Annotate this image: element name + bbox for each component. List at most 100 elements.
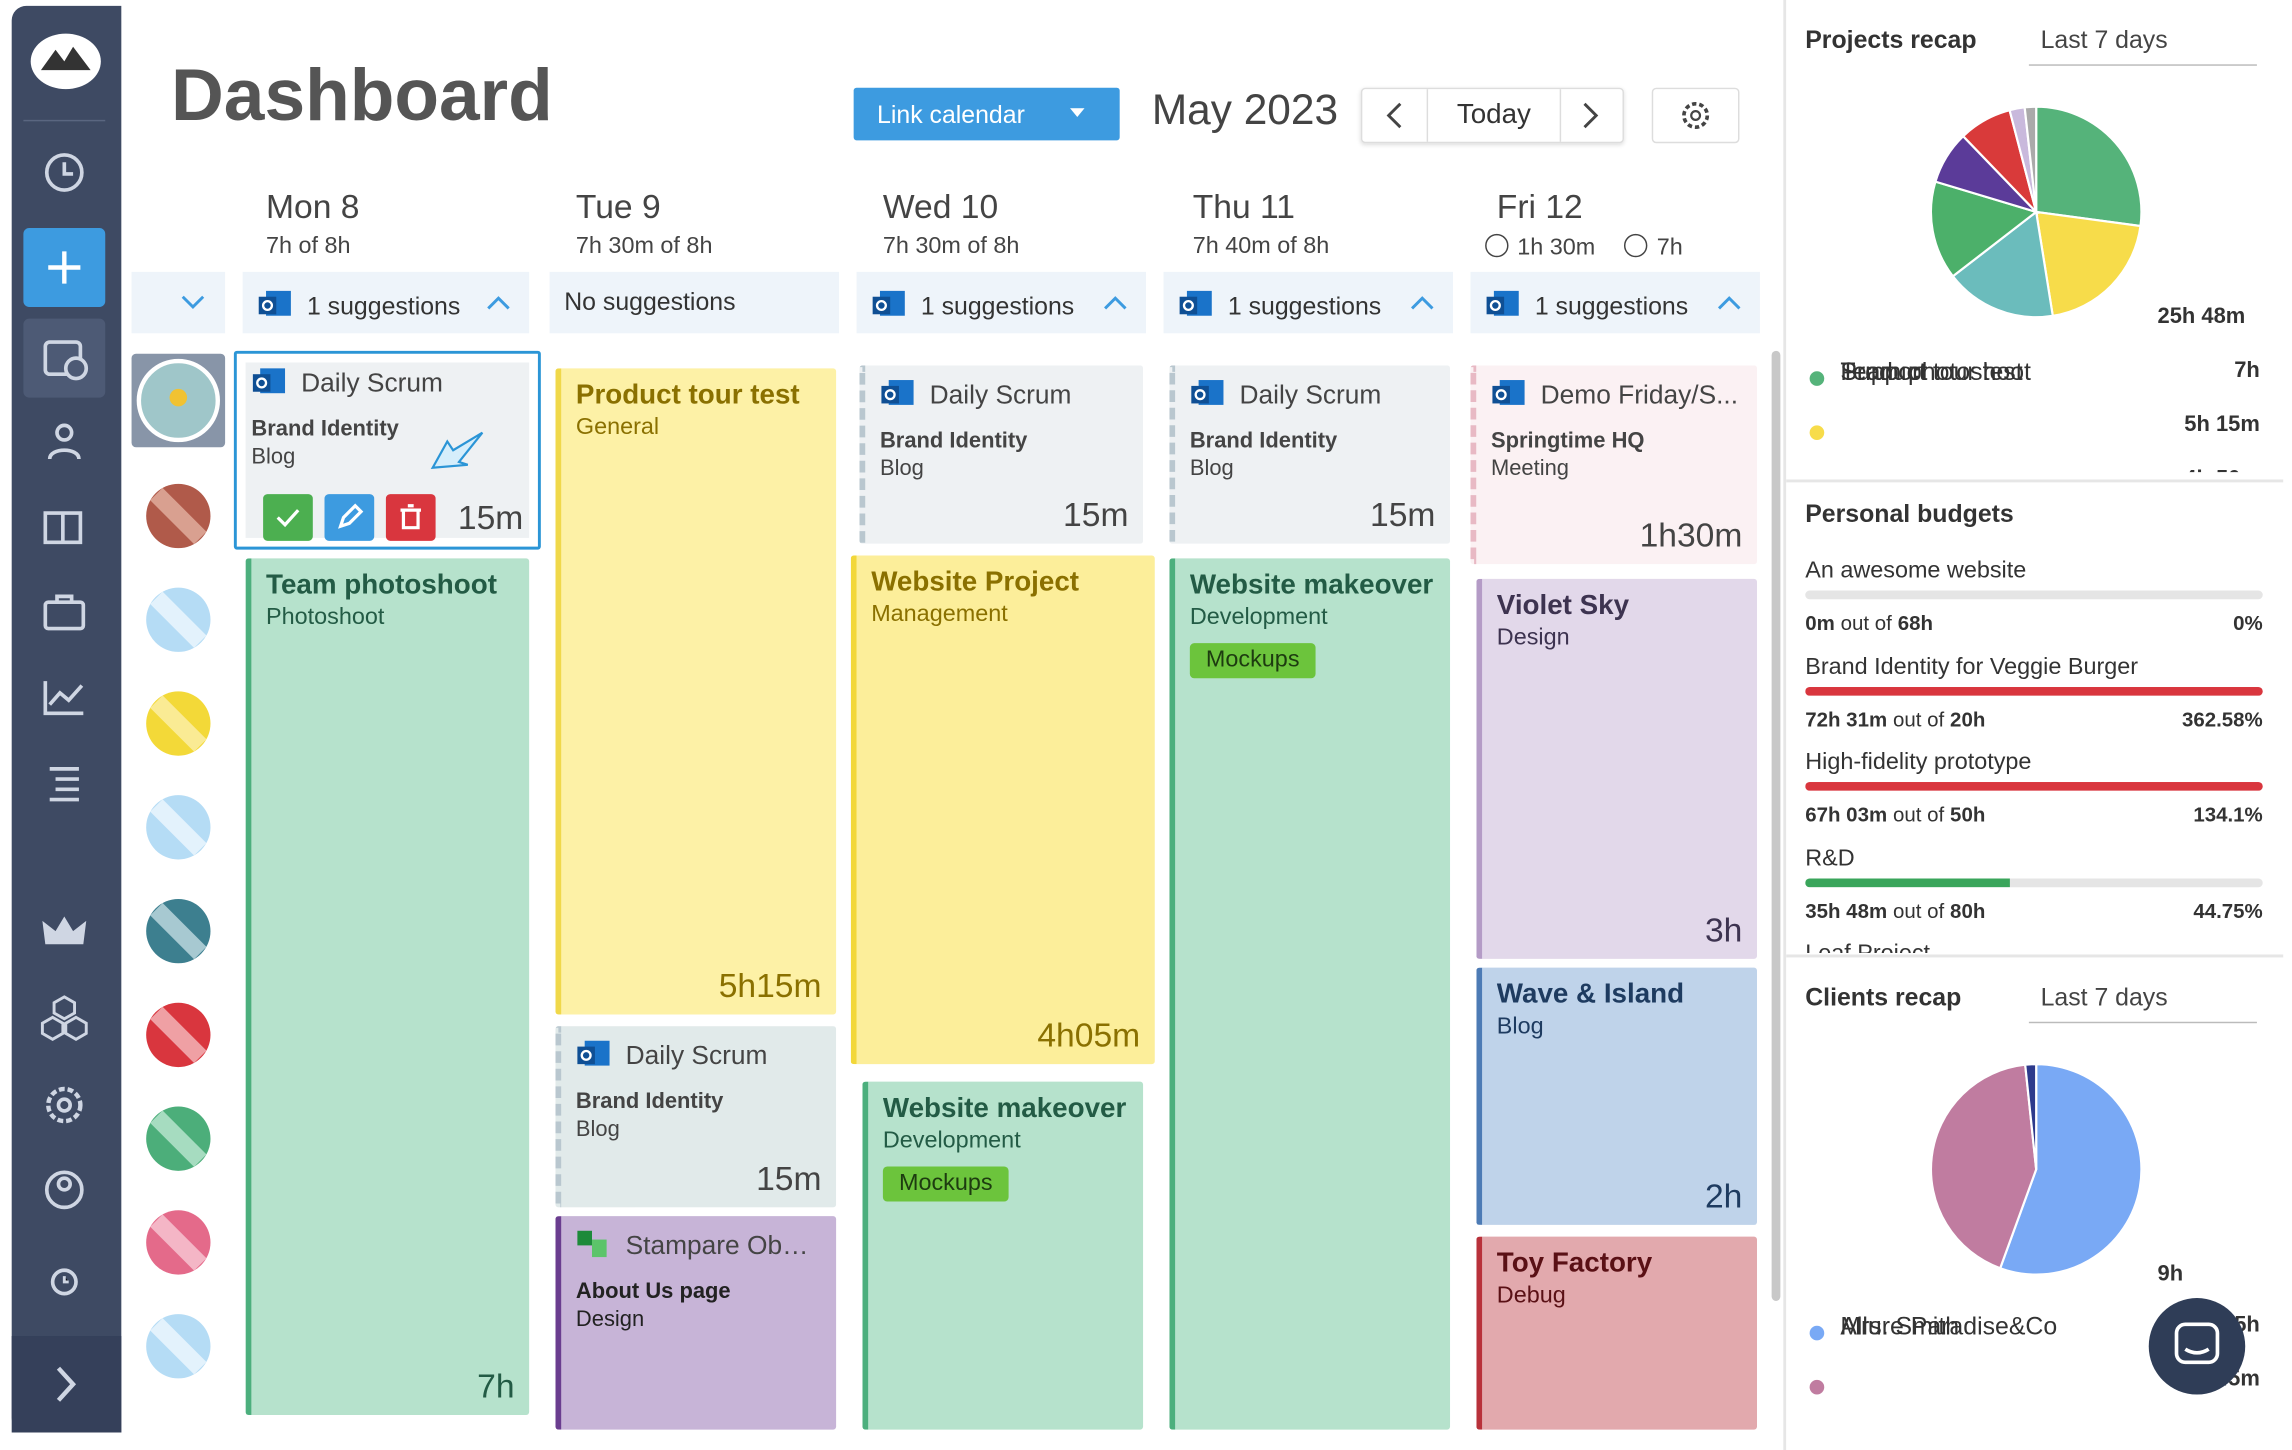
budget-name: Brand Identity for Veggie Burger	[1805, 654, 2139, 679]
event-card[interactable]: Wave & Island Blog 2h	[1476, 967, 1757, 1225]
section-title: Projects recap	[1805, 26, 1977, 55]
chevron	[1717, 296, 1741, 310]
icon-o	[1179, 296, 1198, 315]
suggestions-label: 1 suggestions	[920, 292, 1075, 321]
history-icon[interactable]	[23, 1242, 105, 1321]
expand-button[interactable]	[12, 1336, 122, 1432]
budget-used: 0m	[1805, 611, 1835, 635]
event-card[interactable]: Demo Friday/S... Springtime HQ Meeting 1h30…	[1470, 365, 1757, 565]
color-stripe	[150, 1318, 207, 1375]
team-icon[interactable]	[23, 403, 105, 482]
chevron	[1410, 296, 1434, 310]
done-icon	[1624, 233, 1648, 258]
event-card[interactable]: Violet Sky Design 3h	[1476, 578, 1757, 959]
today-button[interactable]: Today	[1426, 89, 1562, 142]
outlook-icon	[252, 368, 286, 394]
suggestions[interactable]: 1 suggestions	[1163, 271, 1453, 334]
pie-slice	[2034, 210, 2142, 318]
legend-name: Support	[1840, 358, 1928, 386]
event-card[interactable]: Website makeover Development Mockups	[862, 1081, 1144, 1430]
icon-o	[881, 385, 899, 404]
event-card[interactable]: Team photoshoot Photoshoot 7h	[245, 558, 530, 1415]
event-card[interactable]: Product tour test General 5h15m	[555, 368, 837, 1015]
budget-total: 68h	[1897, 611, 1933, 635]
event-card[interactable]: Website makeover Development Mockups	[1169, 558, 1451, 1430]
event-title-text: Demo Friday/S...	[1540, 380, 1739, 410]
suggestions[interactable]: 1 suggestions	[242, 271, 530, 334]
event-subtitle: Springtime HQ	[1490, 428, 1645, 454]
event-duration: 4h05m	[1037, 1015, 1141, 1054]
suggestions[interactable]: No suggestions	[549, 271, 840, 334]
list-icon[interactable]	[23, 743, 105, 822]
edit-button[interactable]	[324, 494, 375, 541]
budget-percent: 134.1%	[2193, 802, 2263, 826]
delete-button[interactable]	[385, 494, 436, 541]
suggestions-toggle	[1717, 296, 1741, 310]
calendar-settings[interactable]	[1651, 87, 1740, 144]
event-subtitle: Debug	[1496, 1283, 1566, 1309]
event-card[interactable]: Website Project Management 4h05m	[850, 555, 1155, 1065]
prev-button[interactable]	[1362, 89, 1426, 142]
outlook-icon	[1486, 290, 1519, 316]
icon-o	[1489, 299, 1501, 312]
event-card[interactable]: Daily Scrum Brand Identity Blog 15m	[859, 365, 1144, 544]
event-card[interactable]: Daily Scrum Brand Identity Blog 15m	[233, 350, 541, 550]
event-card[interactable]: Daily Scrum Brand Identity Blog 15m	[555, 1026, 837, 1208]
suggestions-label: 1 suggestions	[1227, 292, 1382, 321]
day-name: Thu 11	[1192, 187, 1295, 226]
budget-total: 20h	[1950, 706, 1986, 731]
icon-o	[252, 374, 271, 392]
suggestions-toggle	[487, 296, 510, 310]
event-title: Website Project	[871, 567, 1140, 599]
tracked-icon	[1485, 233, 1509, 258]
add-button[interactable]	[23, 228, 106, 307]
apps-icon[interactable]	[23, 976, 105, 1055]
event-title: Stampare Obbi...	[576, 1228, 821, 1262]
color-stripe	[150, 1006, 207, 1064]
confirm-button[interactable]	[263, 494, 313, 541]
briefcase-icon[interactable]	[23, 573, 105, 652]
reports-icon[interactable]	[23, 658, 105, 737]
event-title-text: Daily Scrum	[929, 380, 1072, 410]
outlook-icon	[881, 380, 914, 405]
event-title-text: Violet Sky	[1496, 590, 1630, 622]
crown-icon[interactable]	[23, 892, 105, 971]
outlook-icon	[1191, 380, 1224, 405]
event-duration: 5h15m	[718, 966, 822, 1005]
calendar-icon[interactable]	[23, 318, 106, 398]
color-stripe	[150, 591, 207, 648]
chat-button[interactable]	[2148, 1298, 2246, 1395]
next-button[interactable]	[1558, 89, 1622, 142]
scrollbar	[1771, 350, 1781, 1301]
icon-o	[1486, 296, 1505, 315]
done-hours: 7h	[1656, 235, 1683, 261]
period-select[interactable]: Last 7 days	[2028, 26, 2257, 66]
out-of: out of	[1893, 706, 1945, 731]
period-select[interactable]: Last 7 days	[2028, 984, 2257, 1024]
user-avatar[interactable]	[131, 353, 226, 448]
pointer	[430, 431, 484, 470]
icon-o	[1495, 389, 1507, 401]
day-hours: 7h 40m of 8h	[1192, 233, 1330, 259]
profile-icon[interactable]	[23, 1149, 105, 1228]
pie-slice	[1929, 180, 2039, 278]
legend-value: 4h 50m	[2184, 466, 2260, 472]
event-subtitle: Management	[871, 602, 1008, 628]
event-card[interactable]: Toy Factory Debug	[1476, 1236, 1757, 1430]
settings-icon[interactable]	[23, 1064, 105, 1143]
book-icon[interactable]	[23, 488, 105, 567]
link-calendar-button[interactable]: Link calendar	[853, 87, 1120, 141]
section-title: Clients recap	[1805, 983, 1962, 1012]
time-icon[interactable]	[23, 133, 105, 212]
collapse-all[interactable]	[131, 271, 226, 334]
icon-o	[872, 296, 891, 315]
event-subtitle: Blog	[251, 444, 296, 470]
logo[interactable]	[29, 32, 102, 90]
event-card[interactable]: Daily Scrum Brand Identity Blog 15m	[1169, 365, 1451, 544]
icon-o	[884, 389, 896, 401]
event-title-text: Wave & Island	[1496, 979, 1685, 1011]
suggestions[interactable]: 1 suggestions	[856, 271, 1146, 334]
suggestions[interactable]: 1 suggestions	[1470, 271, 1760, 334]
event-card[interactable]: Stampare Obbi... About Us page Design	[555, 1216, 837, 1430]
pie-slice	[2035, 105, 2143, 228]
